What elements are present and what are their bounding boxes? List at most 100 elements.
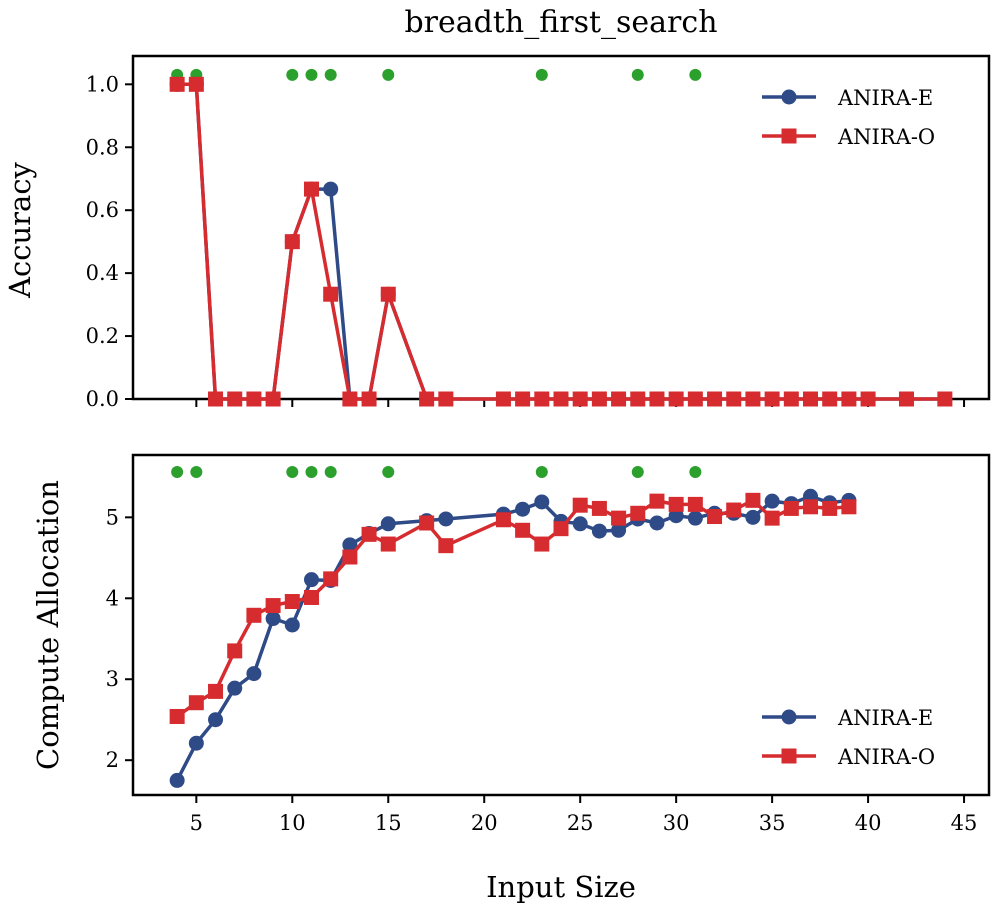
accuracy-point-anira_o xyxy=(591,391,607,407)
compute-point-anira_e xyxy=(611,522,627,538)
green-marker-point xyxy=(535,68,548,81)
accuracy-point-anira_o xyxy=(841,391,857,407)
compute-point-anira_o xyxy=(803,499,819,515)
compute-point-anira_e xyxy=(668,508,684,524)
compute-point-anira_o xyxy=(246,607,262,623)
green-marker-point xyxy=(305,466,318,478)
compute-point-anira_e xyxy=(246,666,262,682)
compute-point-anira_o xyxy=(515,522,531,538)
compute-point-anira_o xyxy=(707,509,723,525)
accuracy-legend-label: ANIRA-O xyxy=(837,125,935,149)
compute-point-anira_o xyxy=(553,521,569,537)
x-tick-label: 15 xyxy=(375,811,402,835)
compute-y-tick-label: 2 xyxy=(106,748,119,772)
compute-legend-label: ANIRA-E xyxy=(837,706,933,730)
compute-point-anira_e xyxy=(188,735,204,751)
compute-point-anira_o xyxy=(188,695,204,711)
compute-point-anira_o xyxy=(841,499,857,515)
green-marker-point xyxy=(324,68,337,81)
accuracy-point-anira_o xyxy=(534,391,550,407)
accuracy-y-tick-label: 0.0 xyxy=(86,387,119,411)
compute-axes-frame xyxy=(131,453,991,797)
accuracy-point-anira_o xyxy=(553,391,569,407)
accuracy-point-anira_o xyxy=(342,391,358,407)
compute-point-anira_o xyxy=(284,594,300,610)
compute-point-anira_e xyxy=(591,523,607,539)
x-tick-label: 40 xyxy=(855,811,882,835)
compute-point-anira_o xyxy=(783,500,799,516)
accuracy-point-anira_o xyxy=(284,234,300,250)
accuracy-y-tick-label: 0.4 xyxy=(86,261,119,285)
accuracy-point-anira_o xyxy=(169,76,185,92)
accuracy-point-anira_o xyxy=(495,391,511,407)
accuracy-y-tick-label: 0.2 xyxy=(86,324,119,348)
compute-point-anira_e xyxy=(169,772,185,788)
accuracy-point-anira_o xyxy=(745,391,761,407)
accuracy-point-anira_o xyxy=(630,391,646,407)
accuracy-legend-marker-anira_o xyxy=(781,128,797,144)
compute-point-anira_o xyxy=(342,549,358,565)
x-tick-label: 5 xyxy=(190,811,203,835)
accuracy-point-anira_o xyxy=(188,76,204,92)
green-marker-point xyxy=(382,68,395,81)
compute-point-anira_o xyxy=(380,536,396,552)
green-marker-point xyxy=(631,466,644,478)
accuracy-y-axis-label: Accuracy xyxy=(3,161,37,298)
accuracy-point-anira_o xyxy=(438,391,454,407)
accuracy-point-anira_o xyxy=(668,391,684,407)
compute-point-anira_o xyxy=(419,515,435,531)
green-marker-point xyxy=(305,68,318,81)
green-marker-point xyxy=(286,466,299,478)
x-tick-label: 10 xyxy=(279,811,306,835)
accuracy-y-tick-label: 0.8 xyxy=(86,135,119,159)
compute-legend-label: ANIRA-O xyxy=(837,745,935,769)
compute-point-anira_e xyxy=(303,572,319,588)
accuracy-point-anira_o xyxy=(764,391,780,407)
accuracy-point-anira_e xyxy=(323,181,339,197)
compute-point-anira_o xyxy=(668,496,684,512)
compute-point-anira_e xyxy=(284,617,300,633)
green-marker-point xyxy=(689,68,702,81)
compute-point-anira_o xyxy=(745,492,761,508)
compute-point-anira_e xyxy=(764,493,780,509)
compute-y-tick-label: 3 xyxy=(106,667,119,691)
compute-point-anira_e xyxy=(572,516,588,532)
accuracy-point-anira_o xyxy=(822,391,838,407)
accuracy-point-anira_o xyxy=(361,391,377,407)
compute-point-anira_o xyxy=(726,502,742,518)
green-marker-point xyxy=(190,466,203,478)
x-axis-label: Input Size xyxy=(486,870,636,904)
accuracy-y-tick-label: 1.0 xyxy=(86,72,119,96)
accuracy-point-anira_o xyxy=(380,286,396,302)
chart-title: breadth_first_search xyxy=(404,5,717,40)
accuracy-point-anira_o xyxy=(726,391,742,407)
x-tick-label: 20 xyxy=(471,811,498,835)
compute-point-anira_e xyxy=(342,537,358,553)
compute-point-anira_o xyxy=(822,500,838,516)
compute-point-anira_o xyxy=(227,643,243,659)
compute-point-anira_e xyxy=(438,511,454,527)
compute-point-anira_e xyxy=(265,611,281,627)
x-tick-label: 25 xyxy=(567,811,594,835)
green-marker-point xyxy=(171,466,184,478)
accuracy-point-anira_o xyxy=(687,391,703,407)
compute-point-anira_o xyxy=(323,571,339,587)
accuracy-legend-label: ANIRA-E xyxy=(837,86,933,110)
compute-point-anira_o xyxy=(687,496,703,512)
green-marker-point xyxy=(535,466,548,478)
green-marker-point xyxy=(286,68,299,81)
green-marker-point xyxy=(382,466,395,478)
accuracy-point-anira_o xyxy=(323,286,339,302)
compute-point-anira_o xyxy=(611,510,627,526)
accuracy-point-anira_o xyxy=(937,391,953,407)
compute-point-anira_o xyxy=(534,536,550,552)
compute-point-anira_o xyxy=(169,708,185,724)
compute-y-tick-label: 4 xyxy=(106,586,119,610)
accuracy-point-anira_o xyxy=(515,391,531,407)
x-tick-label: 30 xyxy=(663,811,690,835)
green-marker-point xyxy=(689,466,702,478)
compute-point-anira_o xyxy=(572,497,588,513)
compute-point-anira_e xyxy=(534,494,550,510)
